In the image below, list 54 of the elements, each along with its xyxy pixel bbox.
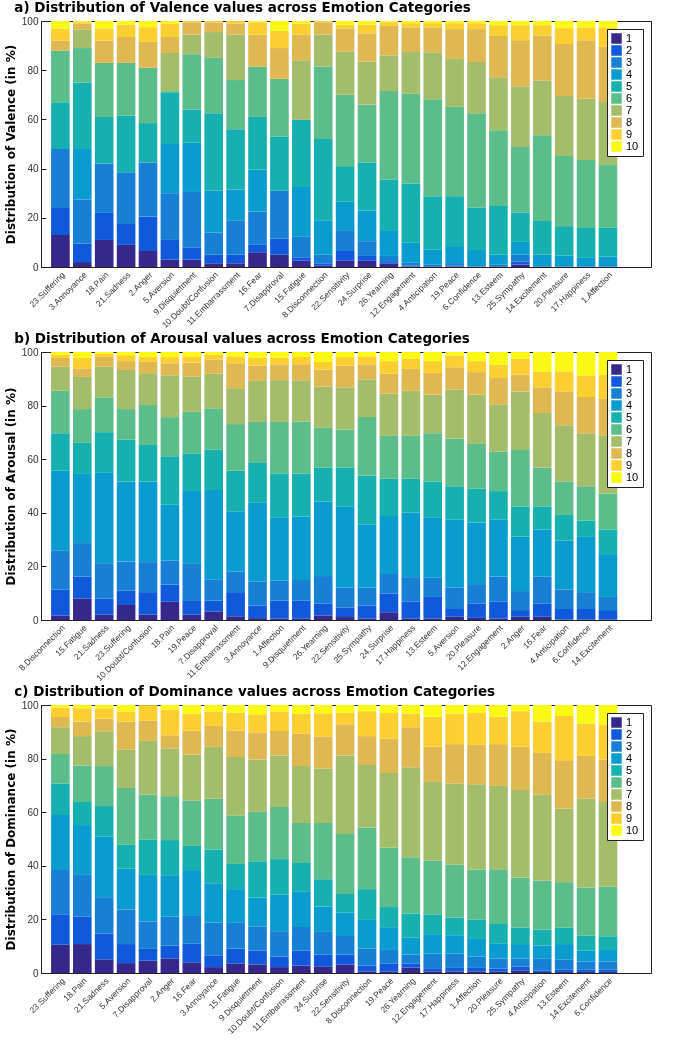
- y-tick-label: 20: [27, 560, 39, 572]
- y-tick-label: 20: [27, 212, 39, 224]
- y-axis-title: Distribution of Dominance (in %): [3, 728, 18, 951]
- legend-label: 3: [626, 55, 633, 68]
- y-tick-label: 20: [27, 913, 39, 925]
- y-tick-label: 60: [27, 453, 39, 465]
- legend-label: 10: [626, 470, 639, 483]
- y-tick-label: 0: [32, 261, 39, 273]
- legend-label: 8: [626, 446, 633, 459]
- legend-label: 7: [626, 434, 633, 447]
- y-axis-title: Distribution of Arousal (in %): [3, 387, 18, 586]
- legend-label: 5: [626, 410, 633, 423]
- y-tick-label: 40: [27, 163, 39, 175]
- y-tick-label: 0: [32, 967, 39, 979]
- chart-title: a) Distribution of Valence values across Emotion Categories: [14, 0, 471, 15]
- y-tick-label: 80: [27, 753, 39, 765]
- legend-label: 2: [626, 374, 633, 387]
- y-axis-title: Distribution of Valence (in %): [3, 44, 18, 245]
- y-tick-label: 80: [27, 400, 39, 412]
- legend-label: 5: [626, 763, 633, 776]
- legend-label: 4: [626, 398, 633, 411]
- legend-label: 10: [626, 823, 639, 836]
- legend-label: 6: [626, 91, 633, 104]
- y-tick-label: 100: [21, 15, 39, 27]
- legend-label: 2: [626, 43, 633, 56]
- legend-label: 2: [626, 727, 633, 740]
- legend-label: 9: [626, 811, 633, 824]
- y-tick-label: 100: [21, 346, 39, 358]
- y-tick-label: 60: [27, 113, 39, 125]
- legend-label: 4: [626, 751, 633, 764]
- legend-label: 6: [626, 775, 633, 788]
- chart-title: b) Distribution of Arousal values across Emotion Categories: [14, 329, 470, 346]
- chart-title: c) Distribution of Dominance values across Emotion Categories: [14, 682, 496, 699]
- legend-label: 1: [626, 31, 633, 44]
- y-tick-label: 60: [27, 806, 39, 818]
- y-tick-label: 40: [27, 507, 39, 519]
- legend-label: 4: [626, 67, 633, 80]
- legend-label: 9: [626, 127, 633, 140]
- legend-label: 1: [626, 362, 633, 375]
- legend-label: 6: [626, 422, 633, 435]
- y-tick-label: 80: [27, 64, 39, 76]
- legend-label: 7: [626, 103, 633, 116]
- legend-label: 7: [626, 787, 633, 800]
- legend-label: 8: [626, 799, 633, 812]
- legend-label: 1: [626, 715, 633, 728]
- y-tick-label: 40: [27, 860, 39, 872]
- y-tick-label: 100: [21, 699, 39, 711]
- legend-label: 3: [626, 739, 633, 752]
- legend-label: 9: [626, 458, 633, 471]
- legend-label: 8: [626, 115, 633, 128]
- legend-label: 5: [626, 79, 633, 92]
- y-tick-label: 0: [32, 614, 39, 626]
- legend-label: 3: [626, 386, 633, 399]
- legend-label: 10: [626, 139, 639, 152]
